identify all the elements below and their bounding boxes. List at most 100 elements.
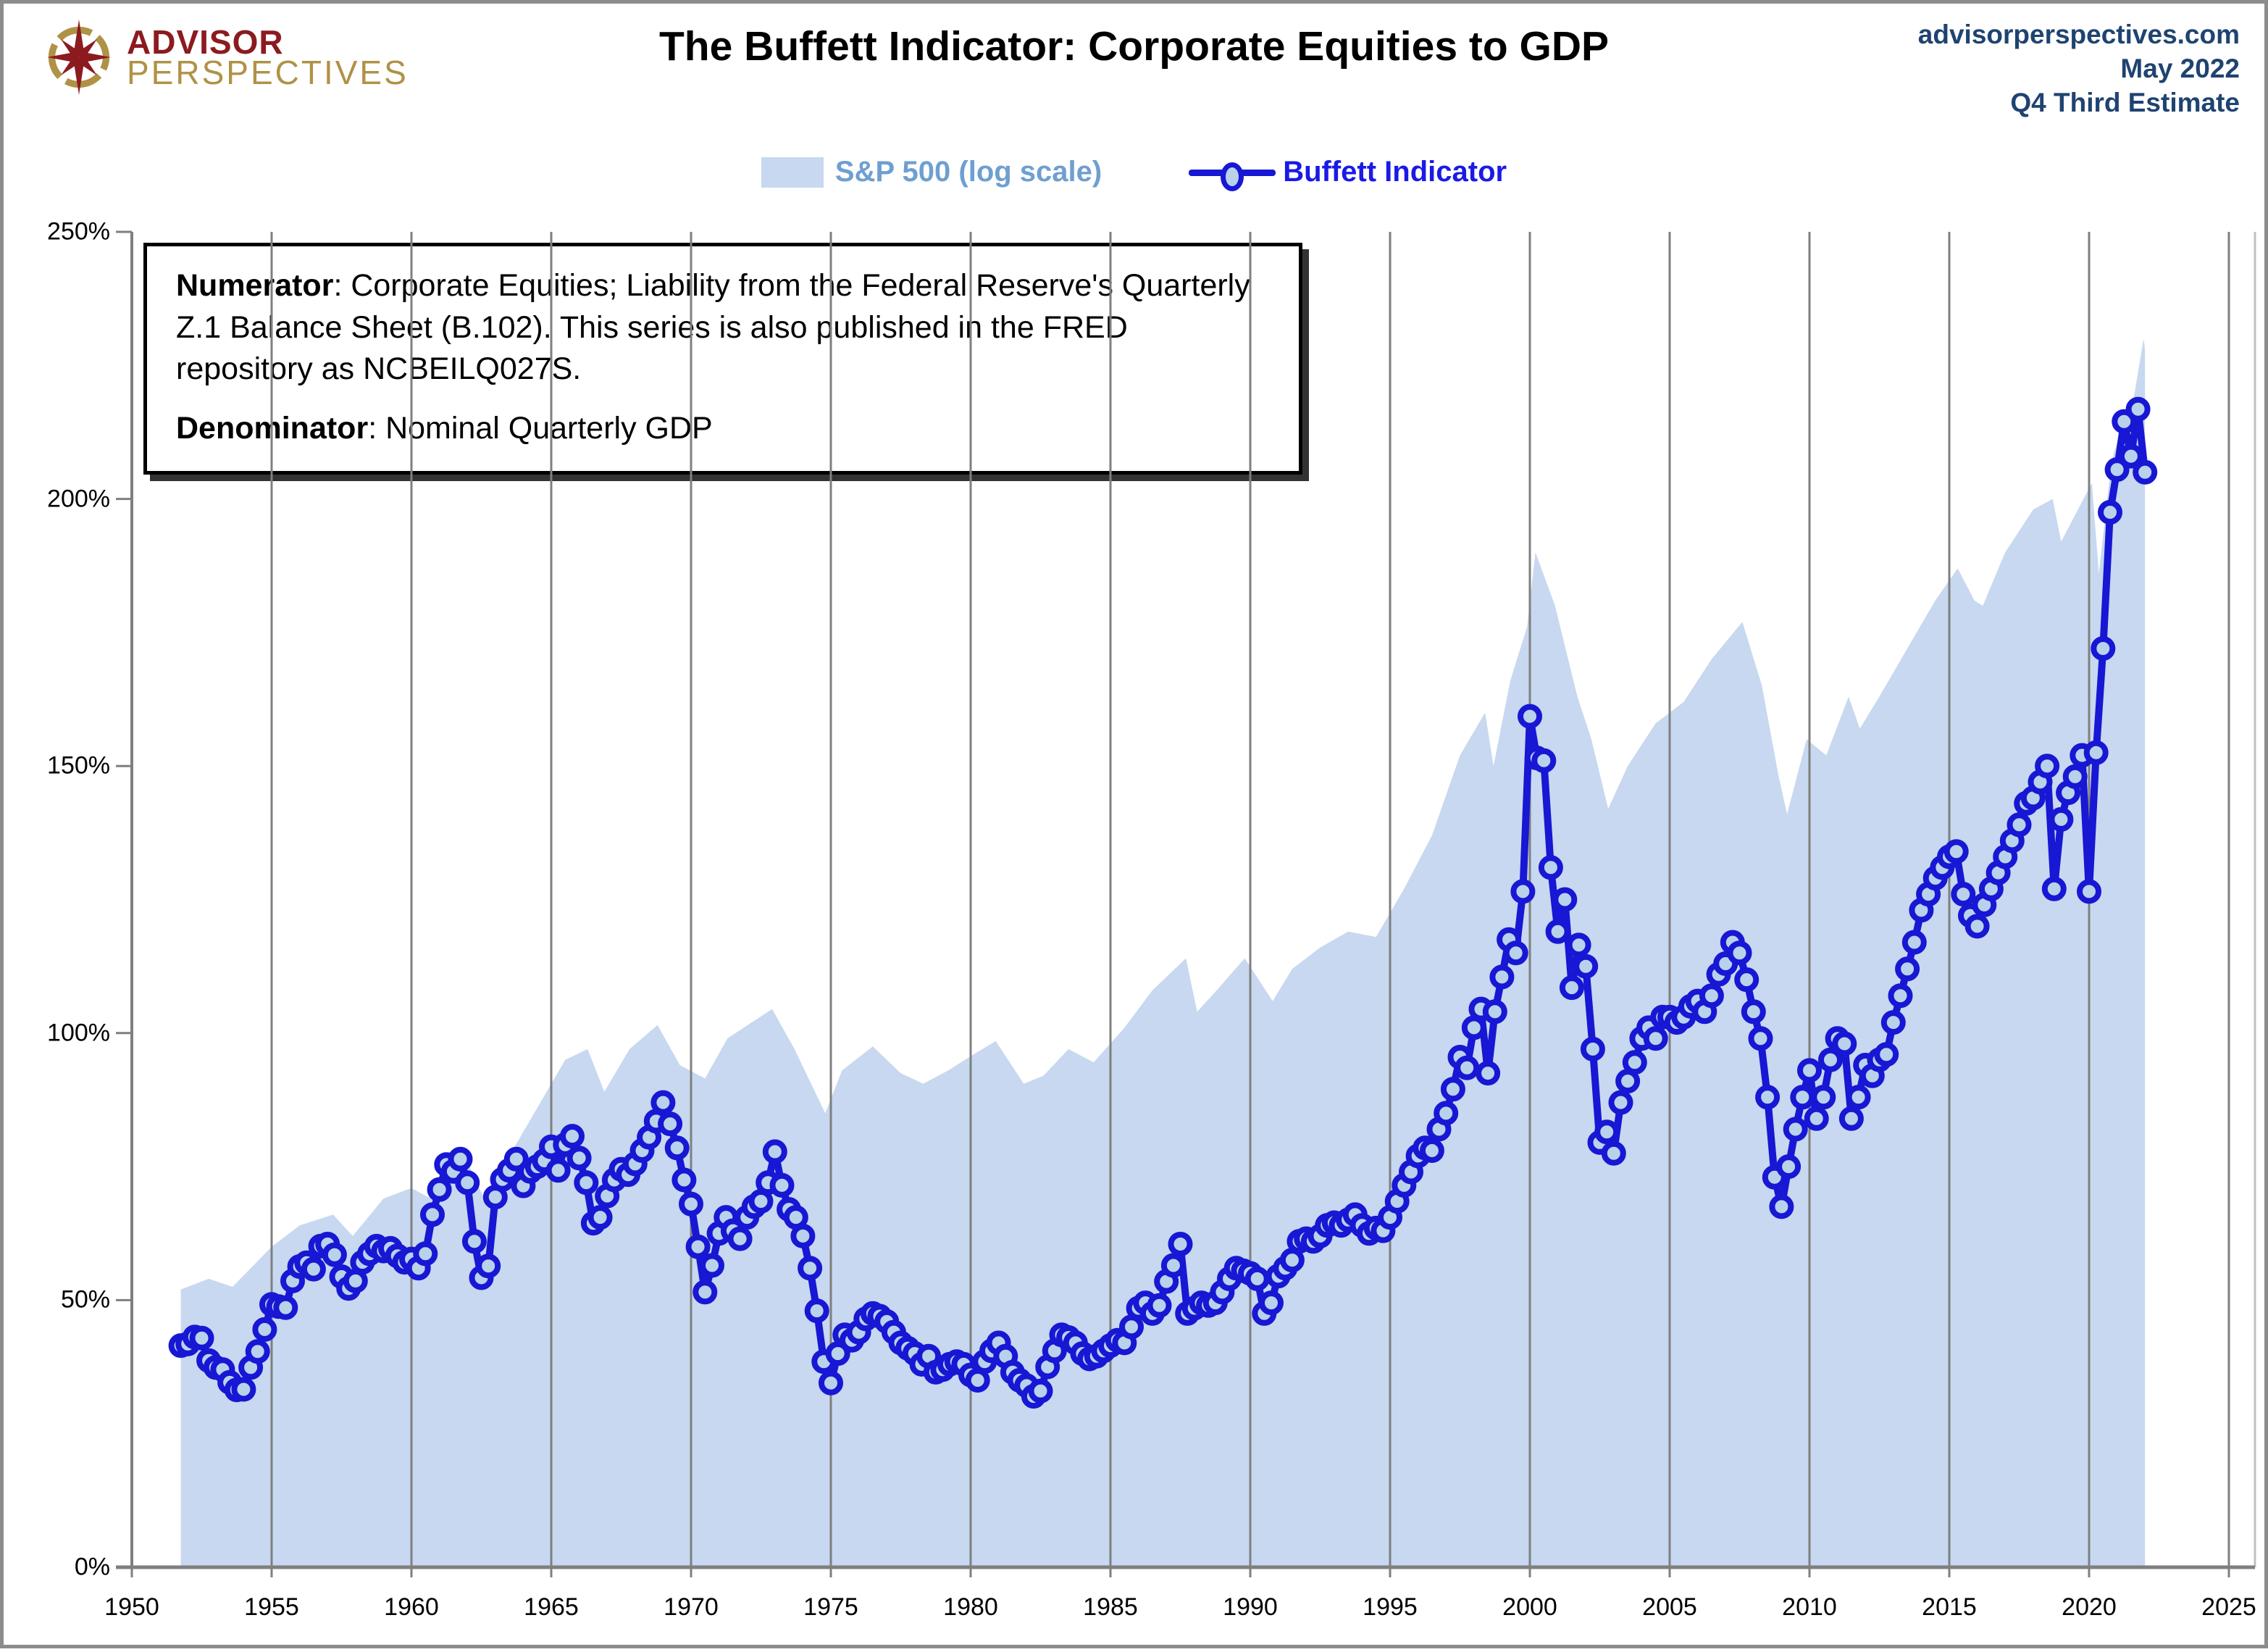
- source-estimate: Q4 Third Estimate: [2010, 87, 2240, 117]
- buffett-marker-1996.5: [1419, 1138, 1444, 1163]
- buffett-marker-1962.75: [476, 1253, 501, 1279]
- buffett-marker-2012.75: [1874, 1042, 1899, 1067]
- buffett-marker-1966: [566, 1146, 592, 1171]
- x-axis-label-1975: 1975: [803, 1593, 858, 1621]
- buffett-marker-1998.75: [1482, 999, 1507, 1025]
- buffett-marker-2015.25: [1943, 839, 1969, 864]
- buffett-marker-1982.5: [1028, 1378, 1053, 1403]
- buffett-marker-2007.5: [1727, 940, 1752, 966]
- source-date: May 2022: [2120, 53, 2240, 83]
- x-axis-label-1965: 1965: [524, 1593, 579, 1621]
- buffett-marker-1960.5: [413, 1241, 438, 1267]
- buffett-marker-2013: [1880, 1010, 1906, 1035]
- legend-label-sp500: S&P 500 (log scale): [834, 156, 1102, 188]
- buffett-marker-1970: [679, 1191, 703, 1217]
- buffett-marker-1987.5: [1168, 1232, 1193, 1256]
- buffett-marker-2011.75: [1846, 1085, 1871, 1110]
- buffett-marker-2003.25: [1608, 1090, 1633, 1115]
- buffett-marker-2009.75: [1790, 1085, 1815, 1110]
- buffett-marker-2003.75: [1622, 1050, 1647, 1075]
- buffett-marker-1970.75: [700, 1253, 724, 1278]
- buffett-marker-1962: [455, 1170, 480, 1196]
- denominator-text: : Nominal Quarterly GDP: [368, 410, 713, 446]
- buffett-marker-1966.25: [574, 1170, 599, 1196]
- buffett-marker-2010.5: [1811, 1085, 1836, 1110]
- buffett-marker-2009.5: [1783, 1117, 1808, 1142]
- x-axis-label-1960: 1960: [384, 1593, 439, 1621]
- sp500-area-series: [180, 338, 2146, 1567]
- logo-word-perspectives: PERSPECTIVES: [127, 54, 409, 91]
- buffett-marker-2010.75: [1818, 1047, 1843, 1072]
- buffett-marker-1969.5: [664, 1135, 690, 1161]
- buffett-marker-2020.5: [2091, 636, 2116, 661]
- buffett-marker-2002: [1573, 954, 1599, 979]
- buffett-marker-2009: [1769, 1194, 1794, 1219]
- x-axis-label-1995: 1995: [1363, 1593, 1418, 1621]
- x-axis-label-2010: 2010: [1782, 1593, 1837, 1621]
- buffett-marker-1969.25: [658, 1111, 683, 1137]
- buffett-marker-2000.5: [1531, 748, 1557, 773]
- buffett-marker-1973: [762, 1139, 787, 1164]
- buffett-marker-2010: [1797, 1058, 1822, 1083]
- buffett-marker-2010.25: [1804, 1106, 1829, 1131]
- buffett-marker-1962.25: [461, 1229, 487, 1254]
- buffett-indicator-chart: [116, 230, 2256, 1577]
- x-axis-label-1990: 1990: [1223, 1593, 1278, 1621]
- buffett-line-swatch-icon: [1189, 157, 1276, 191]
- buffett-marker-1965.25: [545, 1158, 571, 1183]
- buffett-marker-2006.5: [1699, 983, 1724, 1009]
- buffett-marker-1971.75: [727, 1226, 753, 1251]
- buffett-marker-1954.5: [245, 1339, 270, 1364]
- source-block: advisorperspectives.com May 2022 Q4 Thir…: [1918, 18, 2240, 120]
- buffett-marker-1975: [819, 1370, 843, 1396]
- buffett-marker-2020.75: [2098, 500, 2122, 525]
- x-axis-label-2015: 2015: [1922, 1593, 1977, 1621]
- legend-label-buffett: Buffett Indicator: [1283, 156, 1507, 188]
- x-axis-label-2020: 2020: [2062, 1593, 2117, 1621]
- legend-item-sp500: S&P 500 (log scale): [761, 156, 1102, 188]
- buffett-marker-1999.75: [1510, 879, 1536, 904]
- buffett-marker-2002.75: [1594, 1119, 1620, 1145]
- buffett-marker-2020: [2077, 879, 2101, 904]
- buffett-marker-1952.5: [189, 1325, 214, 1351]
- buffett-marker-2013.25: [1888, 983, 1913, 1009]
- advisor-perspectives-logo: ADVISOR PERSPECTIVES: [41, 20, 409, 95]
- buffett-marker-1965.75: [560, 1124, 585, 1149]
- buffett-marker-1974.25: [798, 1256, 823, 1281]
- buffett-marker-2021.75: [2125, 396, 2151, 422]
- buffett-marker-1969: [650, 1090, 676, 1115]
- page-title: The Buffett Indicator: Corporate Equitie…: [658, 23, 1610, 70]
- buffett-marker-2013.75: [1901, 930, 1927, 955]
- buffett-marker-1966.75: [587, 1205, 613, 1230]
- buffett-marker-1997.25: [1440, 1077, 1465, 1102]
- x-axis-label-1955: 1955: [244, 1593, 299, 1621]
- buffett-marker-2001.75: [1566, 933, 1591, 958]
- buffett-marker-1997.75: [1455, 1055, 1480, 1080]
- x-axis-label-1985: 1985: [1083, 1593, 1138, 1621]
- buffett-marker-1970.5: [692, 1280, 718, 1305]
- buffett-marker-2002.25: [1580, 1036, 1605, 1061]
- buffett-marker-1999.5: [1503, 940, 1528, 966]
- buffett-marker-1973.25: [769, 1172, 795, 1198]
- buffett-marker-2015.5: [1951, 882, 1976, 907]
- x-axis-label-2025: 2025: [2201, 1593, 2256, 1621]
- buffett-marker-1961: [427, 1177, 452, 1202]
- buffett-marker-1954.75: [252, 1317, 277, 1342]
- compass-rose-icon: [47, 20, 111, 95]
- buffett-marker-1986.75: [1147, 1293, 1172, 1318]
- y-axis-label-0%: 0%: [74, 1553, 110, 1581]
- buffett-marker-1960.75: [420, 1202, 445, 1227]
- buffett-marker-2008.5: [1755, 1085, 1780, 1110]
- x-axis-label-1980: 1980: [943, 1593, 998, 1621]
- y-axis-label-150%: 150%: [47, 751, 110, 780]
- buffett-marker-2018.75: [2041, 876, 2067, 901]
- buffett-marker-2000.75: [1538, 855, 1563, 880]
- numerator-label: Numerator: [176, 268, 334, 303]
- buffett-marker-2007.75: [1734, 967, 1759, 993]
- x-axis-label-2005: 2005: [1642, 1593, 1697, 1621]
- numerator-text: : Corporate Equities; Liability from the…: [176, 268, 1250, 387]
- buffett-marker-2001.25: [1552, 887, 1578, 912]
- y-axis-label-50%: 50%: [60, 1285, 110, 1314]
- buffett-marker-2001: [1545, 919, 1570, 944]
